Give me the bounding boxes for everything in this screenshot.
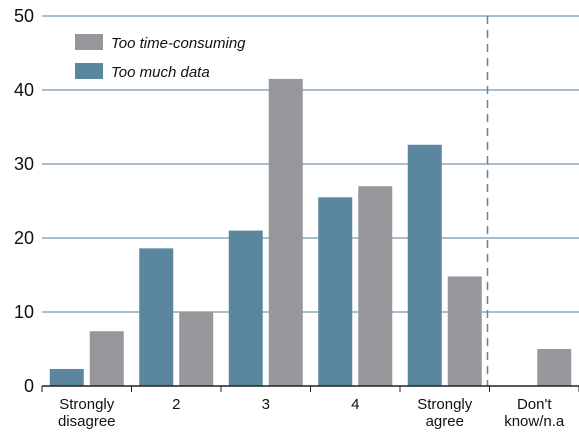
y-tick-label: 40 — [14, 80, 34, 100]
x-category-label: Strongly agree — [417, 396, 473, 430]
x-category-label-line: agree — [426, 413, 464, 430]
y-axis-ticks: 0 10 20 30 40 50 — [14, 6, 34, 396]
x-category-label-line: Strongly — [417, 396, 473, 413]
x-category-label-line: disagree — [58, 413, 116, 430]
legend-swatch — [75, 63, 103, 79]
bar-too-much-data-1 — [139, 248, 174, 386]
x-category-label: Strongly disagree — [58, 396, 116, 430]
x-category-label-line: 2 — [172, 396, 180, 413]
y-tick-label: 20 — [14, 228, 34, 248]
legend: Too time-consuming Too much data — [75, 34, 246, 81]
bar-too-time-consuming-4 — [447, 276, 482, 386]
bar-too-time-consuming-5 — [537, 349, 572, 386]
bar-too-much-data-4 — [407, 144, 442, 386]
bar-too-time-consuming-1 — [179, 312, 214, 386]
bar-too-much-data-0 — [49, 368, 84, 386]
x-category-label-line: know/n.a — [504, 413, 565, 430]
bars — [49, 78, 572, 387]
bar-too-time-consuming-3 — [358, 186, 393, 386]
bar-too-much-data-3 — [318, 197, 353, 386]
y-tick-label: 30 — [14, 154, 34, 174]
legend-swatch — [75, 34, 103, 50]
bar-too-time-consuming-0 — [89, 331, 124, 386]
x-category-label-line: 4 — [351, 396, 359, 413]
legend-label: Too time-consuming — [111, 35, 246, 52]
x-category-label: 4 — [351, 396, 359, 413]
x-category-label: Don't know/n.a — [504, 396, 565, 430]
bar-too-much-data-2 — [228, 230, 263, 386]
legend-label: Too much data — [111, 64, 210, 81]
y-tick-label: 10 — [14, 302, 34, 322]
x-category-label: 2 — [172, 396, 180, 413]
x-category-label-line: Don't — [517, 396, 552, 413]
x-category-label-line: Strongly — [59, 396, 115, 413]
bar-too-time-consuming-2 — [268, 78, 303, 387]
x-axis — [41, 385, 579, 392]
gridlines — [42, 15, 579, 386]
x-category-label: 3 — [262, 396, 270, 413]
x-category-label-line: 3 — [262, 396, 270, 413]
y-tick-label: 50 — [14, 6, 34, 26]
y-tick-label: 0 — [24, 376, 34, 396]
